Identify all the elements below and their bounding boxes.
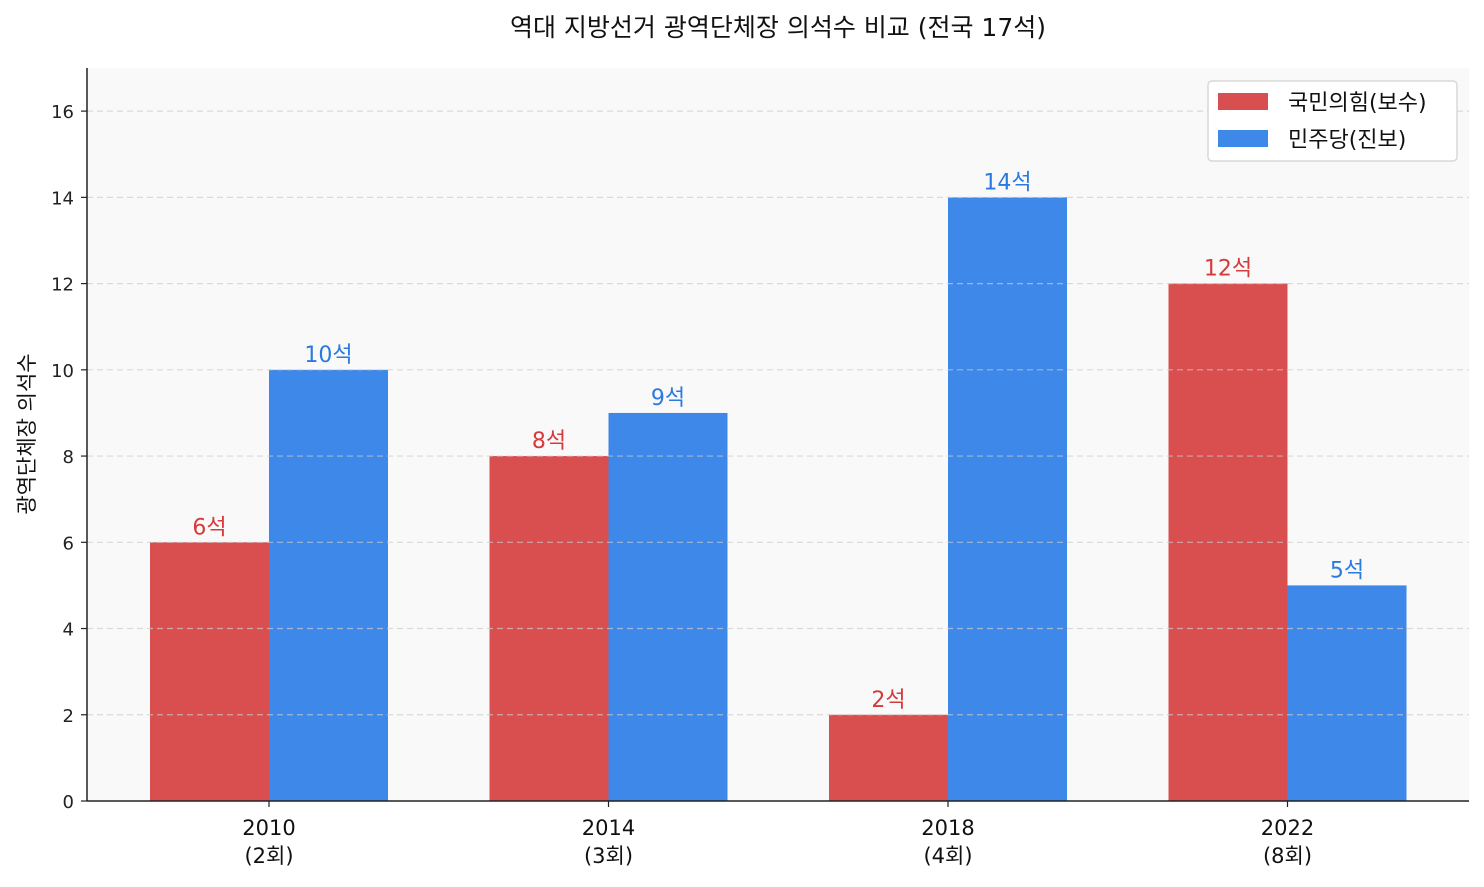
legend-swatch xyxy=(1218,130,1268,147)
data-label: 2석 xyxy=(871,688,905,713)
x-tick-label: (4회) xyxy=(923,844,972,868)
y-tick-label: 10 xyxy=(51,361,74,382)
bar-progressive xyxy=(1287,585,1407,801)
x-tick-label: 2018 xyxy=(921,816,974,840)
x-tick-label: 2010 xyxy=(242,816,295,840)
y-tick-label: 14 xyxy=(51,188,74,209)
bar-progressive xyxy=(269,369,388,801)
legend-label: 민주당(진보) xyxy=(1288,128,1406,153)
bar-conservative xyxy=(150,542,269,801)
data-label: 5석 xyxy=(1330,558,1364,583)
x-tick-label: 2014 xyxy=(582,816,635,840)
y-tick-label: 8 xyxy=(63,447,74,468)
data-label: 10석 xyxy=(304,343,352,368)
bar-conservative xyxy=(829,714,948,801)
bar-progressive xyxy=(948,197,1067,802)
chart-title: 역대 지방선거 광역단체장 의석수 비교 (전국 17석) xyxy=(510,13,1046,42)
data-label: 9석 xyxy=(651,386,685,411)
data-label: 6석 xyxy=(192,515,226,540)
y-tick-label: 6 xyxy=(63,533,74,554)
legend: 국민의힘(보수) 민주당(진보) xyxy=(1207,80,1458,162)
legend-label: 국민의힘(보수) xyxy=(1288,91,1427,116)
y-tick-label: 0 xyxy=(63,792,74,813)
data-label: 14석 xyxy=(983,170,1031,195)
bar-progressive xyxy=(608,412,728,801)
y-tick-label: 4 xyxy=(63,620,74,641)
y-axis-label: 광역단체장 의석수 xyxy=(15,353,39,514)
x-tick-label: (3회) xyxy=(584,844,633,868)
legend-swatch xyxy=(1218,93,1268,110)
data-label: 12석 xyxy=(1204,257,1252,282)
data-label: 8석 xyxy=(532,429,566,454)
x-tick-label: 2022 xyxy=(1261,816,1314,840)
x-tick-label: (2회) xyxy=(244,844,293,868)
y-tick-label: 16 xyxy=(51,102,74,123)
y-tick-label: 12 xyxy=(51,275,74,296)
y-tick-label: 2 xyxy=(63,706,74,727)
x-tick-label: (8회) xyxy=(1263,844,1312,868)
legend-box xyxy=(1207,80,1458,162)
